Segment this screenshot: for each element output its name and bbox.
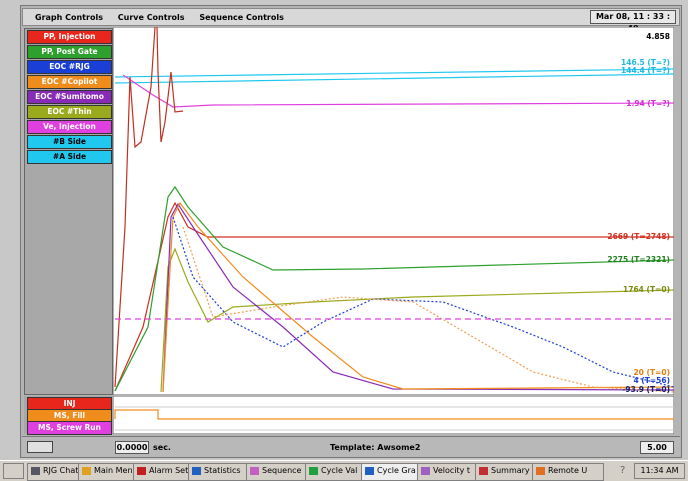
datetime: Mar 08, 11 : 33 : 40 <box>590 10 676 24</box>
menu-item[interactable]: Graph Controls <box>35 13 103 22</box>
task-icon <box>137 467 146 475</box>
curve-button[interactable]: EOC #Sumitomo <box>27 90 112 104</box>
task-icon <box>309 467 318 475</box>
app-screen: {"menu":{"items":["Graph Controls","Curv… <box>0 0 688 481</box>
curve-label: 2669 (T=2748) <box>607 232 670 241</box>
curve-button[interactable]: PP, Injection <box>27 30 112 44</box>
task-icon <box>421 467 430 475</box>
curve-label: 1764 (T=0) <box>623 285 670 294</box>
max-value: 4.858 <box>646 32 670 41</box>
curve-button[interactable]: PP, Post Gate <box>27 45 112 59</box>
graph-icon[interactable] <box>27 441 53 453</box>
curve-label: -93.9 (T=0) <box>622 385 670 394</box>
time-unit: sec. <box>153 443 171 452</box>
curve-label: 144.4 (T=?) <box>621 66 670 75</box>
task-label: Main Men <box>94 466 133 475</box>
task-label: Sequence <box>262 466 301 475</box>
curve-button[interactable]: EOC #Thin <box>27 105 112 119</box>
help-icon[interactable]: ? <box>620 465 625 476</box>
menu-item[interactable]: Sequence Controls <box>199 13 284 22</box>
curve-button[interactable]: EOC #RJG <box>27 60 112 74</box>
task-label: RJG Chat <box>43 466 78 475</box>
task-icon <box>536 467 545 475</box>
menu-bar: Graph Controls Curve Controls Sequence C… <box>22 8 680 26</box>
shape <box>113 396 674 434</box>
task-icon <box>250 467 259 475</box>
menu-item[interactable]: Curve Controls <box>118 13 185 22</box>
curve-button[interactable]: #B Side <box>27 135 112 149</box>
curve-button[interactable]: EOC #Copilot <box>27 75 112 89</box>
task-label: Summary <box>491 466 530 475</box>
curve-label: 4 (T=56) <box>633 376 670 385</box>
task-label: Velocity t <box>433 466 470 475</box>
curve-label: 2275 (T=2321) <box>607 255 670 264</box>
scale-value: 5.00 <box>640 441 674 454</box>
template-name: Template: Awsome2 <box>330 443 420 452</box>
task-label: Cycle Gra <box>377 466 416 475</box>
task-icon <box>192 467 201 475</box>
task-label: Remote U <box>548 466 587 475</box>
task-label: Cycle Val <box>321 466 357 475</box>
task-label: Alarm Set <box>149 466 188 475</box>
plot-area: 4.858 146.5 (T=?) 144.4 (T=?) 1.94 (T=?)… <box>113 27 674 395</box>
task-icon <box>31 467 40 475</box>
task-icon <box>82 467 91 475</box>
time-value: 0.0000 <box>115 441 149 454</box>
task-label: Statistics <box>204 466 241 475</box>
curve-label: 1.94 (T=?) <box>626 99 670 108</box>
sequence-label: MS, Screw Run <box>27 421 112 435</box>
task-icon <box>479 467 488 475</box>
sequence-plot <box>113 396 674 434</box>
task-button[interactable]: Remote U <box>532 463 604 481</box>
task-icon <box>365 467 374 475</box>
clock: 11:34 AM <box>634 463 685 479</box>
curve-button[interactable]: Ve, Injection <box>27 120 112 134</box>
start-icon[interactable] <box>3 463 24 479</box>
curve-button[interactable]: #A Side <box>27 150 112 164</box>
